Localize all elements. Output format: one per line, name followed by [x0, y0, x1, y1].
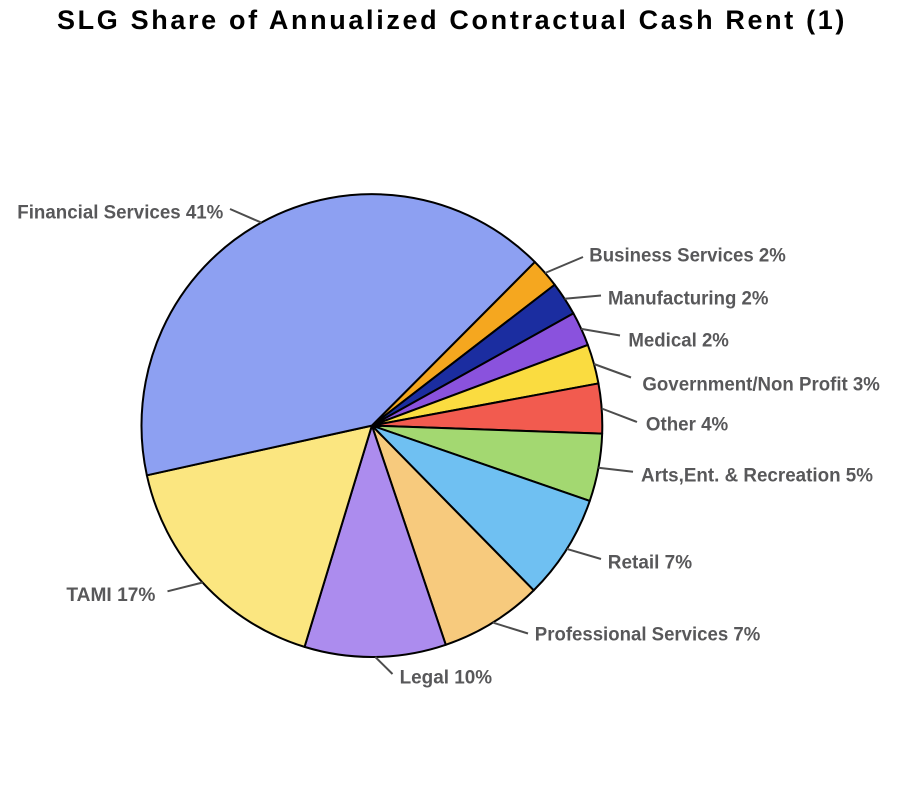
svg-text:Legal 10%: Legal 10%	[400, 667, 493, 688]
svg-text:SLG Share of Annualized Contra: SLG Share of Annualized Contractual Cash…	[57, 5, 847, 35]
svg-text:Manufacturing 2%: Manufacturing 2%	[608, 289, 769, 310]
svg-text:TAMI 17%: TAMI 17%	[66, 585, 155, 606]
svg-text:Financial Services 41%: Financial Services 41%	[17, 203, 223, 224]
svg-text:Business Services 2%: Business Services 2%	[589, 246, 786, 267]
svg-text:Government/Non Profit 3%: Government/Non Profit 3%	[642, 374, 880, 395]
svg-text:Arts,Ent. & Recreation 5%: Arts,Ent. & Recreation 5%	[641, 465, 873, 486]
svg-text:Medical 2%: Medical 2%	[628, 331, 729, 352]
svg-text:Other 4%: Other 4%	[646, 415, 728, 436]
svg-text:Retail 7%: Retail 7%	[608, 552, 692, 573]
svg-text:Professional Services 7%: Professional Services 7%	[535, 624, 761, 645]
